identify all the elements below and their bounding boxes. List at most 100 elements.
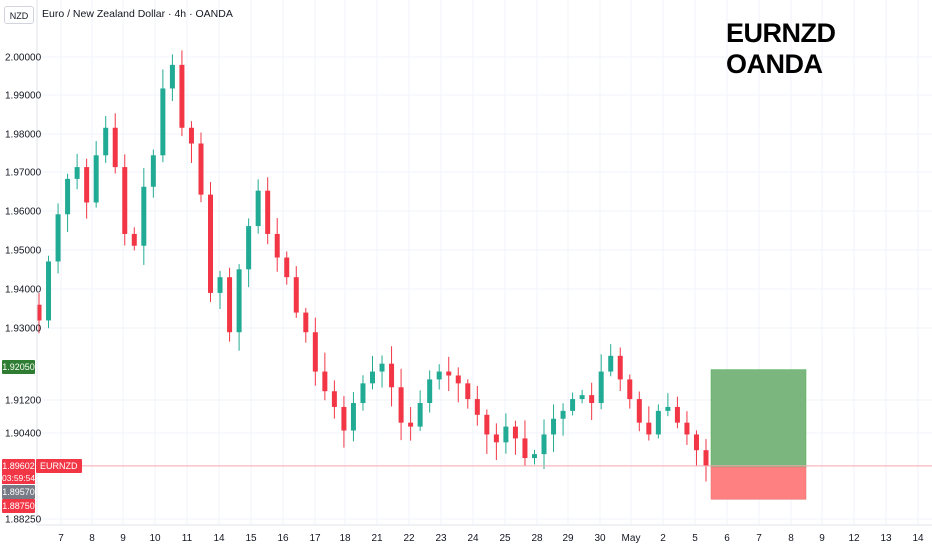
candle-body [36, 304, 42, 321]
x-tick-label: 15 [245, 533, 257, 544]
candle-body [74, 167, 80, 179]
candle-body [65, 178, 71, 215]
target-price-badge: 1.92050 [2, 360, 35, 374]
candle-body [436, 371, 442, 380]
candle-body [503, 426, 509, 443]
x-tick-label: 29 [562, 533, 574, 544]
y-tick-label: 1.98000 [5, 130, 42, 141]
candle-body [427, 379, 433, 404]
x-tick-label: 16 [277, 533, 289, 544]
candle-body [284, 257, 290, 278]
stop-price-badge: 1.88750 [2, 499, 35, 513]
candle-body [541, 434, 547, 455]
candle-body [465, 383, 471, 400]
y-tick-label: 2.00000 [5, 53, 42, 64]
chart-title: Euro / New Zealand Dollar · 4h · OANDA [42, 8, 233, 20]
candle-body [703, 450, 709, 466]
candle-body [274, 233, 280, 258]
x-tick-label: 13 [880, 533, 892, 544]
x-tick-label: 14 [213, 533, 225, 544]
candle-body [693, 434, 699, 451]
candle-body [160, 88, 166, 156]
candle-body [570, 399, 576, 411]
loss-zone[interactable] [710, 466, 807, 500]
candle-body [551, 418, 557, 435]
candle-body [255, 190, 261, 227]
x-tick-label: 17 [309, 533, 321, 544]
candle-body [265, 190, 271, 234]
candles [36, 50, 709, 482]
candle-body [379, 363, 385, 372]
candle-body [522, 438, 528, 459]
candle-body [684, 422, 690, 435]
y-tick-label: 1.99000 [5, 91, 42, 102]
candle-body [674, 406, 680, 423]
x-tick-label: 7 [756, 533, 762, 544]
candle-body [655, 410, 661, 435]
candle-body [93, 155, 99, 203]
candle-body [417, 403, 423, 427]
candle-body [150, 155, 156, 187]
candle-body [455, 375, 461, 384]
candle-body [303, 312, 309, 333]
y-axis-ticks[interactable]: 2.00000 1.99000 1.98000 1.97000 1.96000 1.950… [5, 53, 42, 526]
symbol-watermark: EURNZD OANDA [726, 18, 836, 80]
y-tick-label: 1.91200 [5, 396, 42, 407]
candle-body [55, 214, 61, 262]
x-tick-label: 22 [403, 533, 415, 544]
candle-body [246, 226, 252, 270]
x-tick-label: 21 [371, 533, 383, 544]
candle-body [531, 454, 537, 459]
x-tick-label: 2 [660, 533, 666, 544]
candle-body [646, 422, 652, 435]
candle-body [331, 391, 337, 407]
candle-body [665, 406, 671, 411]
symbol-price-tag: EURNZD [36, 459, 82, 473]
candle-body [217, 277, 223, 293]
y-tick-label: 1.97000 [5, 168, 42, 179]
candle-body [208, 194, 214, 293]
x-tick-label: 10 [149, 533, 161, 544]
candle-body [312, 332, 318, 372]
candle-body [484, 414, 490, 435]
profit-zone[interactable] [710, 369, 807, 468]
x-tick-label: 8 [788, 533, 794, 544]
current-price-badge: 1.89602 [2, 459, 35, 473]
candle-body [131, 233, 137, 246]
x-tick-label: 25 [499, 533, 511, 544]
y-tick-label: 1.96000 [5, 207, 42, 218]
y-tick-label: 1.94000 [5, 285, 42, 296]
candle-body [341, 406, 347, 431]
x-tick-label: 11 [182, 533, 193, 544]
candle-body [46, 261, 52, 321]
x-tick-label: 9 [819, 533, 825, 544]
x-tick-label: 7 [58, 533, 64, 544]
x-tick-label: 9 [120, 533, 126, 544]
currency-button[interactable]: NZD [4, 6, 34, 24]
x-tick-label: 30 [594, 533, 606, 544]
candle-body [360, 383, 366, 404]
candle-body [408, 422, 414, 427]
x-tick-label: 6 [724, 533, 730, 544]
position-tool[interactable] [710, 369, 807, 500]
candle-body [103, 127, 109, 156]
x-tick-label: 18 [339, 533, 351, 544]
entry-price-badge: 1.89570 [2, 485, 35, 499]
candle-body [608, 355, 614, 372]
candle-body [350, 403, 356, 431]
candle-body [322, 371, 328, 392]
x-tick-label: 14 [912, 533, 924, 544]
x-tick-label: 24 [467, 533, 479, 544]
candle-body [389, 363, 395, 388]
x-axis-ticks[interactable]: 7 8 9 10 11 14 15 16 17 18 21 22 23 24 25 28 29 30 May 2 5 6 7… [58, 533, 924, 544]
candle-body [122, 167, 128, 234]
candle-body [188, 127, 194, 144]
x-tick-label: May [622, 533, 641, 544]
candle-body [293, 277, 299, 313]
x-tick-label: 28 [531, 533, 543, 544]
candle-body [579, 395, 585, 400]
candle-body [227, 277, 233, 333]
candle-body [169, 64, 175, 89]
candle-body [636, 399, 642, 423]
